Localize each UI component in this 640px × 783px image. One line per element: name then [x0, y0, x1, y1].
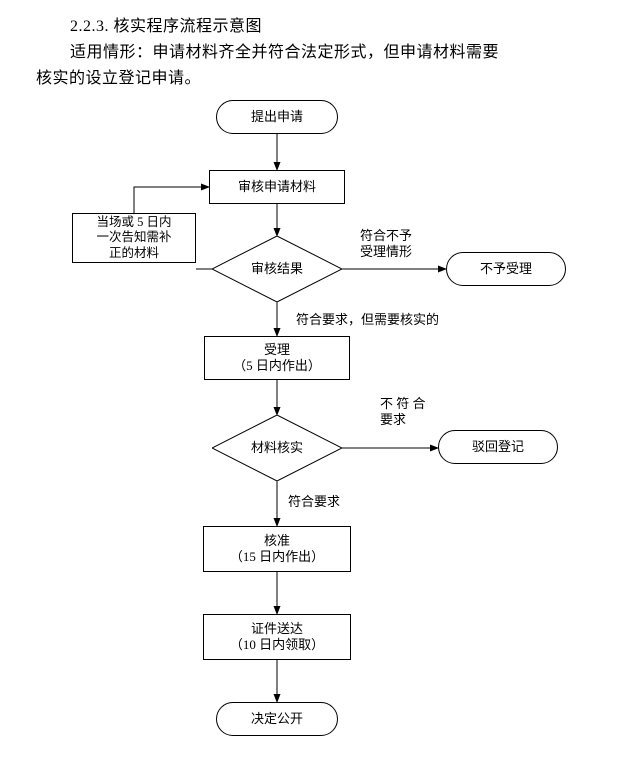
node-notify-supplement: 当场或 5 日内一次告知需补正的材料 [72, 213, 196, 263]
node-review-materials: 审核申请材料 [209, 170, 345, 204]
node-start: 提出申请 [216, 100, 338, 134]
page: 2.2.3. 核实程序流程示意图 适用情形：申请材料齐全并符合法定形式，但申请材… [0, 0, 640, 783]
node-end-publish: 决定公开 [216, 702, 338, 736]
section-title: 2.2.3. 核实程序流程示意图 [70, 14, 262, 40]
edge-label-meet: 符合要求 [288, 494, 340, 510]
node-reject-registration: 驳回登记 [438, 430, 558, 464]
node-approve: 核准（15 日内作出） [203, 526, 351, 572]
node-not-accepted: 不予受理 [446, 252, 566, 286]
desc-line-2: 核实的设立登记申请。 [36, 66, 201, 92]
edge-label-needs-verify: 符合要求，但需要核实的 [296, 312, 439, 328]
desc-line-1: 适用情形：申请材料齐全并符合法定形式，但申请材料需要 [70, 40, 499, 66]
edge-label-not-accept-case: 符合不予受理情形 [360, 228, 412, 261]
edge-label-not-meet: 不 符 合要求 [380, 396, 426, 429]
node-accept: 受理（5 日内作出） [204, 336, 350, 380]
node-deliver-cert: 证件送达（10 日内领取） [203, 614, 351, 660]
